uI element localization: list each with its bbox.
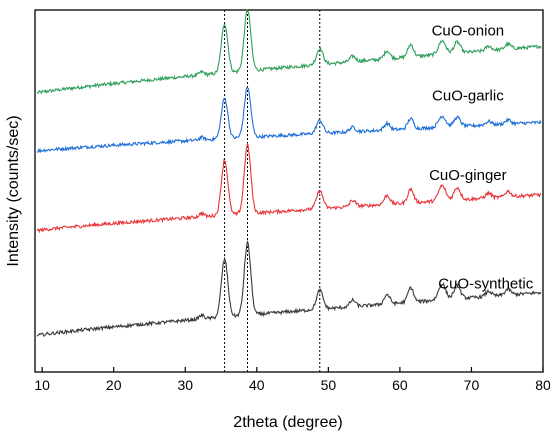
x-tick-label: 50 xyxy=(321,377,337,393)
plot-frame xyxy=(34,9,544,373)
x-tick-label: 10 xyxy=(34,377,50,393)
series-line-cuo-garlic xyxy=(36,87,542,154)
y-axis-label: Intensity (counts/sec) xyxy=(5,115,22,266)
x-axis-label: 2theta (degree) xyxy=(233,414,342,431)
x-tick-label: 30 xyxy=(177,377,193,393)
x-tick-label: 70 xyxy=(464,377,480,393)
x-tick-label: 80 xyxy=(535,377,550,393)
series-label-cuo-synthetic: CuO-synthetic xyxy=(438,276,534,293)
x-tick-label: 60 xyxy=(392,377,408,393)
x-tick-label: 20 xyxy=(106,377,122,393)
series-line-cuo-ginger xyxy=(36,143,542,234)
series-label-cuo-garlic: CuO-garlic xyxy=(432,88,504,105)
series-label-cuo-ginger: CuO-ginger xyxy=(429,167,507,184)
x-tick-label: 40 xyxy=(249,377,265,393)
series-line-cuo-onion xyxy=(36,9,542,95)
series-line-cuo-synthetic xyxy=(36,239,542,337)
series-label-cuo-onion: CuO-onion xyxy=(432,22,505,39)
